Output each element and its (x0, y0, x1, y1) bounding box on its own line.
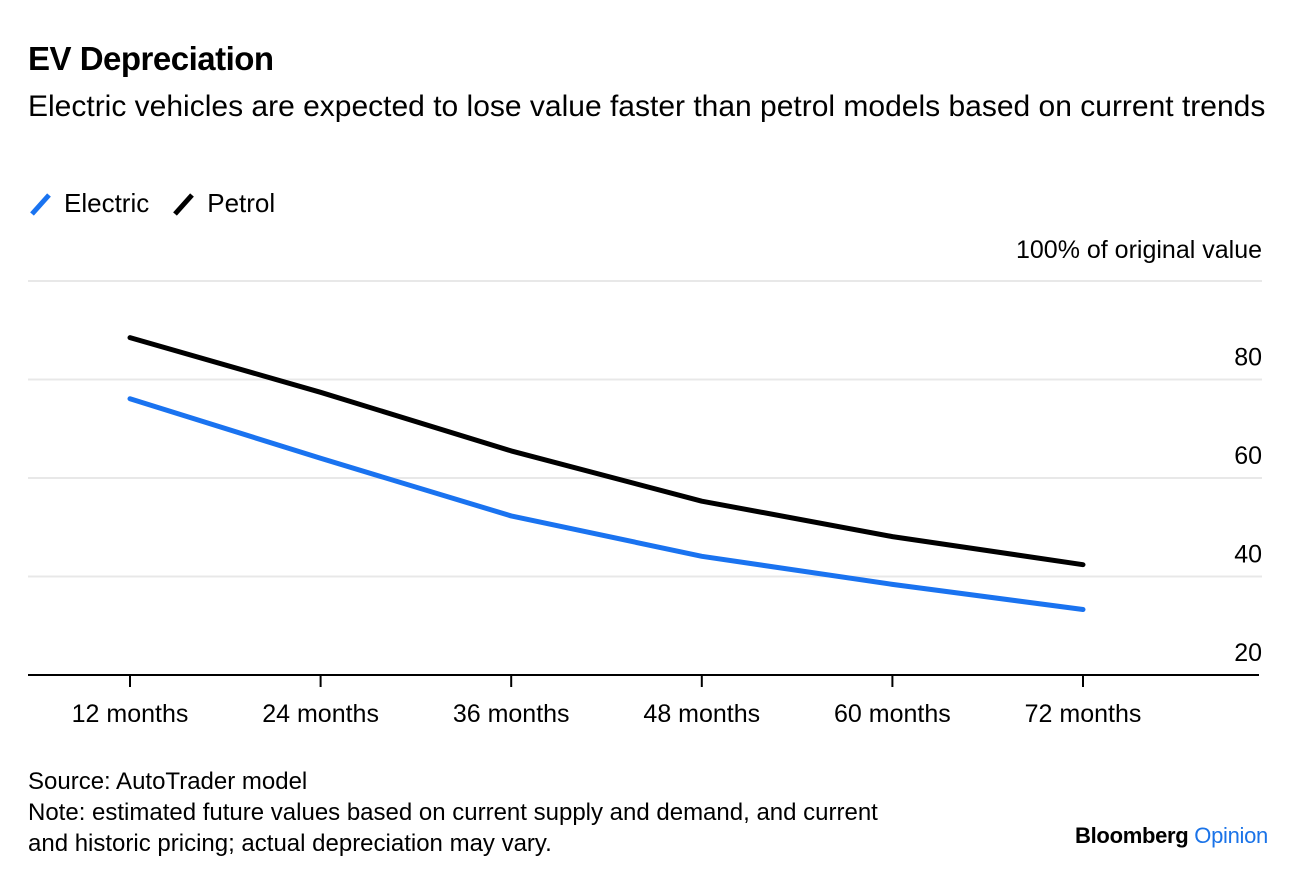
x-tick-label-4: 60 months (834, 700, 951, 728)
series-line-electric (127, 396, 1086, 612)
x-tick-label-3: 48 months (643, 700, 760, 728)
y-tick-label-80: 80 (1234, 344, 1262, 372)
footer: Source: AutoTrader model Note: estimated… (28, 766, 878, 859)
legend: Electric Petrol (28, 188, 297, 219)
legend-line-icon-electric (30, 192, 51, 216)
note-text-line-2: and historic pricing; actual depreciatio… (28, 830, 552, 857)
legend-label-electric: Electric (64, 188, 150, 218)
y-axis-unit-label: 100% of original value (1016, 236, 1262, 264)
series-line-petrol (127, 335, 1086, 568)
x-tick-label-5: 72 months (1025, 700, 1142, 728)
y-tick-label-60: 60 (1234, 442, 1262, 470)
legend-item-electric: Electric (28, 188, 149, 219)
y-tick-label-40: 40 (1234, 541, 1262, 569)
note-text-line-1: Note: estimated future values based on c… (28, 799, 878, 826)
legend-line-icon-petrol (173, 192, 195, 216)
brand-name: Bloomberg (1075, 823, 1189, 848)
x-tick-label-0: 12 months (72, 700, 189, 728)
source-text: Source: AutoTrader model (28, 768, 308, 795)
y-tick-label-20: 20 (1234, 639, 1262, 667)
x-tick-label-2: 36 months (453, 700, 570, 728)
chart-title: EV Depreciation (28, 40, 274, 77)
chart-subtitle: Electric vehicles are expected to lose v… (28, 90, 1266, 123)
brand-section: Opinion (1194, 823, 1268, 848)
legend-item-petrol: Petrol (171, 188, 275, 219)
x-tick-label-1: 24 months (262, 700, 379, 728)
brand-logo: Bloomberg Opinion (1075, 823, 1268, 849)
legend-label-petrol: Petrol (207, 188, 276, 218)
